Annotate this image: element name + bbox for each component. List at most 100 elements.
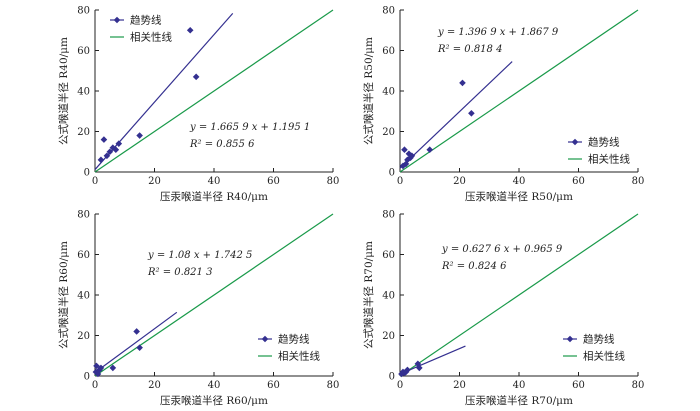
x-tick-label: 40 [208, 176, 221, 187]
chart-panel-r60: 0 20 40 60 80 0 20 40 60 80 压汞喉道半径 R60/μm 公式喉道半径 R6… [57, 210, 339, 408]
trend-line [94, 311, 178, 373]
y-tick-label: 20 [382, 331, 395, 342]
legend-trend-label: 趋势线 [278, 333, 310, 346]
chart-panel-r40: 0 20 40 60 80 0 20 40 60 80 压汞喉道半径 R40/μm 公式喉道半径 R4… [57, 6, 339, 204]
data-point [459, 79, 466, 87]
x-tick-label: 0 [397, 176, 403, 187]
y-tick-label: 40 [77, 291, 90, 302]
identity-line [399, 213, 639, 377]
y-tick-label: 80 [77, 6, 90, 17]
data-point [186, 26, 194, 34]
y-tick-label: 40 [382, 291, 395, 302]
identity-line [94, 9, 334, 173]
r-squared-label: R² = 0.821 3 [147, 267, 212, 278]
data-point [136, 344, 143, 351]
legend-trend-marker [113, 16, 121, 24]
data-point [109, 144, 117, 151]
legend-trend-label: 趋势线 [583, 333, 615, 346]
x-axis-label: 压汞喉道半径 R50/μm [465, 190, 573, 203]
trend-line [399, 61, 513, 169]
x-tick-label: 20 [148, 176, 161, 187]
legend-identity-label: 相关性线 [583, 350, 625, 363]
y-tick-label: 20 [382, 127, 395, 138]
x-axis-label: 压汞喉道半径 R60/μm [160, 394, 268, 407]
y-tick-label: 60 [382, 46, 395, 57]
x-tick-label: 60 [267, 176, 280, 187]
y-tick-label: 40 [77, 87, 90, 98]
y-tick-label: 80 [77, 210, 90, 221]
y-axis-label: 公式喉道半径 R60/μm [57, 241, 70, 349]
identity-line [399, 9, 639, 173]
data-point [416, 364, 423, 372]
trend-equation: y = 1.665 9 x + 1.195 1 [189, 122, 310, 133]
y-tick-label: 80 [382, 210, 395, 221]
data-point [109, 364, 117, 372]
data-point [408, 152, 416, 160]
y-tick-label: 0 [389, 168, 395, 179]
x-tick-label: 20 [453, 380, 466, 391]
legend-trend-marker [571, 138, 579, 146]
y-tick-label: 0 [84, 168, 90, 179]
y-axis-label: 公式喉道半径 R50/μm [362, 37, 375, 145]
y-axis-label: 公式喉道半径 R40/μm [57, 37, 70, 145]
data-point [115, 140, 123, 147]
x-tick-label: 40 [208, 380, 221, 391]
x-tick-label: 0 [397, 380, 403, 391]
legend-trend-marker [566, 335, 574, 343]
data-point [401, 146, 408, 154]
r-squared-label: R² = 0.855 6 [189, 139, 255, 150]
identity-line [94, 213, 334, 377]
x-tick-label: 60 [267, 380, 280, 391]
x-tick-label: 80 [632, 380, 645, 391]
data-point [103, 152, 111, 160]
legend-identity-label: 相关性线 [588, 153, 630, 166]
x-tick-label: 40 [513, 176, 526, 187]
x-tick-label: 20 [148, 380, 161, 391]
x-tick-label: 60 [572, 176, 585, 187]
x-tick-label: 40 [513, 380, 526, 391]
trend-equation: y = 0.627 6 x + 0.965 9 [441, 244, 563, 255]
x-tick-label: 80 [327, 176, 340, 187]
legend-identity-label: 相关性线 [278, 350, 320, 363]
x-axis-label: 压汞喉道半径 R40/μm [160, 190, 268, 203]
data-point [426, 146, 434, 154]
y-tick-label: 0 [389, 372, 395, 383]
data-point [112, 146, 120, 154]
trend-equation: y = 1.08 x + 1.742 5 [147, 250, 252, 261]
data-point [404, 366, 411, 374]
trend-equation: y = 1.396 9 x + 1.867 9 [437, 27, 559, 38]
data-point [97, 364, 105, 372]
y-tick-label: 40 [382, 87, 395, 98]
legend-trend-label: 趋势线 [130, 14, 162, 27]
data-point [97, 156, 105, 164]
data-point [94, 370, 102, 378]
data-point [100, 136, 108, 143]
chart-panel-r50: 0 20 40 60 80 0 20 40 60 80 压汞喉道半径 R50/μm 公式喉道半径 R5… [362, 6, 644, 204]
x-tick-label: 60 [572, 380, 585, 391]
data-point [404, 156, 411, 164]
x-tick-label: 0 [92, 380, 98, 391]
y-tick-label: 0 [84, 372, 90, 383]
data-point [136, 132, 143, 139]
chart-panel-r70: 0 20 40 60 80 0 20 40 60 80 压汞喉道半径 R70/μm 公式喉道半径 R7… [362, 210, 644, 408]
data-point [399, 162, 407, 170]
data-point [192, 73, 200, 81]
data-point [398, 370, 405, 378]
data-point [468, 109, 475, 117]
data-point [106, 148, 114, 156]
x-tick-label: 80 [327, 380, 340, 391]
y-tick-label: 20 [77, 127, 90, 138]
trend-line [399, 345, 466, 375]
data-point [407, 154, 414, 162]
legend-trend-marker [261, 335, 269, 343]
x-tick-label: 0 [92, 176, 98, 187]
y-tick-label: 60 [77, 250, 90, 261]
y-tick-label: 60 [382, 250, 395, 261]
y-axis-label: 公式喉道半径 R70/μm [362, 241, 375, 349]
x-tick-label: 20 [453, 176, 466, 187]
